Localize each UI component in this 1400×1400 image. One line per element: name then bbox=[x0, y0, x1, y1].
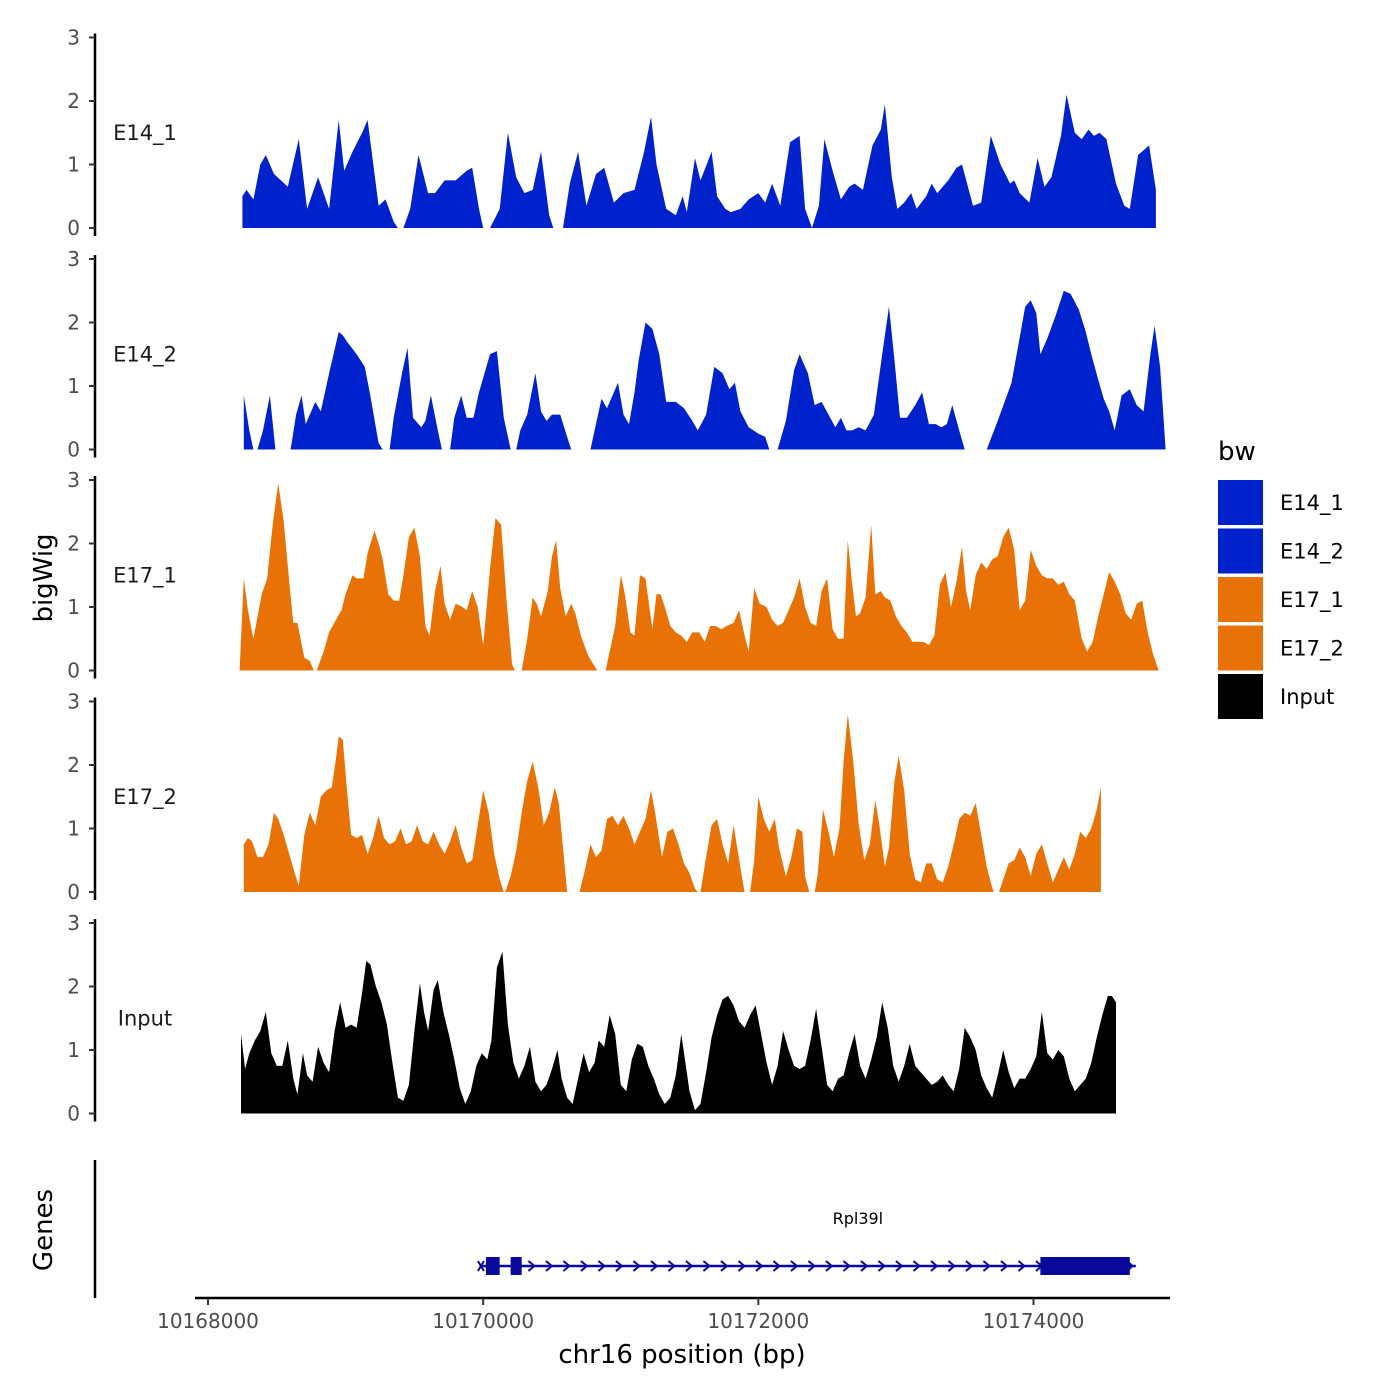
y-tick-label: 0 bbox=[67, 216, 80, 240]
legend-label-input: Input bbox=[1280, 685, 1334, 709]
legend-title: bw bbox=[1218, 437, 1256, 467]
y-tick-label: 3 bbox=[67, 468, 80, 492]
track-e14-2: 0 1 2 3 E14_2 bbox=[67, 247, 1166, 462]
strand-chevron bbox=[667, 1260, 676, 1272]
y-tick-label: 0 bbox=[67, 1102, 80, 1126]
track-label-e17-1: E17_1 bbox=[113, 563, 177, 588]
track-label-input: Input bbox=[118, 1006, 172, 1030]
coverage-area-e17-2 bbox=[243, 714, 1101, 892]
strand-chevron bbox=[737, 1260, 746, 1272]
track-input: 0 1 2 3 Input bbox=[67, 911, 1116, 1126]
y-tick-label: 3 bbox=[67, 26, 80, 50]
strand-chevron bbox=[790, 1260, 799, 1272]
y-tick-label: 0 bbox=[67, 880, 80, 904]
legend-swatch-e17-1 bbox=[1218, 577, 1263, 622]
track-e17-2: 0 1 2 3 E17_2 bbox=[67, 690, 1101, 904]
y-tick-label: 0 bbox=[67, 438, 80, 462]
y-axis-title: bigWig bbox=[29, 533, 59, 622]
legend-label-e14-2: E14_2 bbox=[1280, 540, 1344, 565]
y-tick-label: 0 bbox=[67, 659, 80, 683]
y-tick-label: 2 bbox=[67, 532, 80, 556]
y-tick-label: 1 bbox=[67, 595, 80, 619]
strand-chevron bbox=[562, 1260, 571, 1272]
x-axis-title: chr16 position (bp) bbox=[558, 1340, 805, 1370]
x-tick-label: 10168000 bbox=[157, 1309, 259, 1333]
legend-swatch-e14-2 bbox=[1218, 528, 1263, 574]
track-label-e14-1: E14_1 bbox=[113, 121, 177, 146]
y-tick-label: 2 bbox=[67, 89, 80, 113]
strand-chevron bbox=[772, 1260, 781, 1272]
strand-chevron bbox=[597, 1260, 606, 1272]
y-tick-label: 2 bbox=[67, 975, 80, 999]
strand-chevron bbox=[930, 1260, 939, 1272]
x-tick-label: 10172000 bbox=[707, 1309, 809, 1333]
strand-chevron bbox=[982, 1260, 991, 1272]
strand-chevron bbox=[632, 1260, 641, 1272]
strand-chevron bbox=[1000, 1260, 1009, 1272]
legend-label-e17-2: E17_2 bbox=[1280, 637, 1344, 662]
strand-chevron bbox=[807, 1260, 816, 1272]
strand-chevron bbox=[545, 1260, 554, 1272]
legend-label-e14-1: E14_1 bbox=[1280, 491, 1344, 516]
track-label-e14-2: E14_2 bbox=[113, 342, 177, 367]
legend: bw E14_1 E14_2 E17_1 E17_2 Input bbox=[1218, 437, 1344, 719]
strand-chevron bbox=[895, 1260, 904, 1272]
legend-swatch-e17-2 bbox=[1218, 625, 1263, 671]
strand-chevron bbox=[685, 1260, 694, 1272]
exon-1 bbox=[485, 1257, 500, 1275]
legend-swatch-e14-1 bbox=[1218, 480, 1263, 525]
strand-chevron bbox=[877, 1260, 886, 1272]
strand-chevron bbox=[755, 1260, 764, 1272]
y-tick-label: 1 bbox=[67, 817, 80, 841]
legend-swatch-input bbox=[1218, 674, 1263, 719]
y-tick-label: 3 bbox=[67, 690, 80, 714]
strand-chevron bbox=[720, 1260, 729, 1272]
strand-chevron bbox=[842, 1260, 851, 1272]
y-tick-label: 1 bbox=[67, 153, 80, 177]
legend-label-e17-1: E17_1 bbox=[1280, 588, 1344, 613]
coverage-area-e14-2 bbox=[243, 290, 1166, 450]
y-tick-label: 1 bbox=[67, 374, 80, 398]
x-axis: 10168000 10170000 10172000 10174000 bbox=[157, 1296, 1170, 1333]
y-tick-label: 2 bbox=[67, 311, 80, 335]
track-label-e17-2: E17_2 bbox=[113, 785, 177, 810]
strand-chevron bbox=[580, 1260, 589, 1272]
x-tick-label: 10174000 bbox=[983, 1309, 1085, 1333]
strand-chevron bbox=[615, 1260, 624, 1272]
x-tick-label: 10170000 bbox=[432, 1309, 534, 1333]
y-tick-label: 1 bbox=[67, 1038, 80, 1062]
coverage-area-e17-1 bbox=[239, 483, 1159, 671]
strand-chevron bbox=[527, 1260, 536, 1272]
gene-track-label: Genes bbox=[29, 1189, 59, 1271]
strand-chevron bbox=[912, 1260, 921, 1272]
coverage-area-input bbox=[241, 951, 1116, 1114]
exon-3 bbox=[1040, 1257, 1130, 1275]
strand-chevron bbox=[702, 1260, 711, 1272]
strand-chevron bbox=[825, 1260, 834, 1272]
tracks-group: 0 1 2 3 E14_1 0 1 2 3 E14_2 0 1 2 3 E17_1 0 1 2 3 E17_2 0 1 2 3… bbox=[67, 26, 1166, 1126]
y-tick-label: 2 bbox=[67, 753, 80, 777]
exon-2 bbox=[510, 1257, 522, 1275]
track-e17-1: 0 1 2 3 E17_1 bbox=[67, 468, 1159, 683]
coverage-area-e14-1 bbox=[242, 94, 1156, 228]
y-tick-label: 3 bbox=[67, 247, 80, 271]
strand-chevron bbox=[1017, 1260, 1026, 1272]
gene-track: Genes Rpl39l bbox=[29, 1160, 1136, 1298]
track-e14-1: 0 1 2 3 E14_1 bbox=[67, 26, 1156, 240]
strand-chevron bbox=[860, 1260, 869, 1272]
gene-start-mark bbox=[477, 1260, 485, 1272]
gene-end-arrow bbox=[1125, 1258, 1134, 1274]
strand-chevron bbox=[650, 1260, 659, 1272]
strand-chevron bbox=[965, 1260, 974, 1272]
strand-chevron bbox=[947, 1260, 956, 1272]
y-tick-label: 3 bbox=[67, 911, 80, 935]
gene-name-label: Rpl39l bbox=[833, 1209, 884, 1228]
